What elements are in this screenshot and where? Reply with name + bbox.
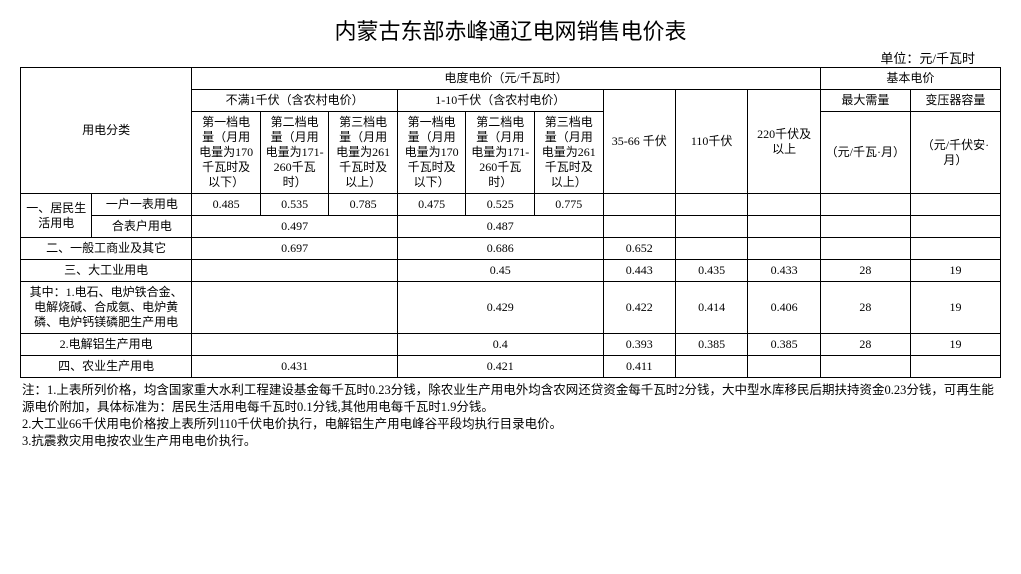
hdr-35-66kv: 35-66 千伏 [603,90,675,194]
row-agriculture: 四、农业生产用电 0.431 0.421 0.411 [21,356,1001,378]
cell [603,216,675,238]
cell: 0.421 [397,356,603,378]
cell: 0.45 [397,260,603,282]
hdr-energy-price: 电度电价（元/千瓦时） [192,68,821,90]
cell [192,260,398,282]
hdr-tier1-a: 第一档电量（月用电量为170千瓦时及以下） [192,112,261,194]
cell [910,216,1000,238]
row-res-single: 一、居民生活用电 一户一表用电 0.485 0.535 0.785 0.475 … [21,194,1001,216]
cell [910,238,1000,260]
hdr-tier3-a: 第三档电量（月用电量为261千瓦时及以上） [329,112,398,194]
cell-ind-label: 三、大工业用电 [21,260,192,282]
cell [675,194,747,216]
cell: 0.497 [192,216,398,238]
cell: 0.697 [192,238,398,260]
cell [675,238,747,260]
hdr-110kv: 110千伏 [675,90,747,194]
cell: 28 [820,282,910,334]
header-row-1: 用电分类 电度电价（元/千瓦时） 基本电价 [21,68,1001,90]
cell: 0.4 [397,334,603,356]
cell [748,216,820,238]
cell: 28 [820,260,910,282]
cell [748,356,820,378]
cell [192,282,398,334]
hdr-trans-cap: 变压器容量 [910,90,1000,112]
hdr-category: 用电分类 [21,68,192,194]
cell: 0.535 [260,194,329,216]
cell-res-group: 一、居民生活用电 [21,194,92,238]
unit-label: 单位：元/千瓦时 [20,48,975,67]
cell-agri-label: 四、农业生产用电 [21,356,192,378]
cell: 0.393 [603,334,675,356]
cell [192,334,398,356]
hdr-unit-cap: （元/千伏安·月） [910,112,1000,194]
cell [910,356,1000,378]
cell: 0.487 [397,216,603,238]
hdr-unit-demand: （元/千瓦·月） [820,112,910,194]
cell [675,356,747,378]
cell: 0.429 [397,282,603,334]
hdr-tier2-b: 第二档电量（月用电量为171-260千瓦时） [466,112,535,194]
cell [748,194,820,216]
hdr-max-demand: 最大需量 [820,90,910,112]
page-title: 内蒙古东部赤峰通辽电网销售电价表 [20,14,1001,46]
cell: 0.686 [397,238,603,260]
hdr-tier3-b: 第三档电量（月用电量为261千瓦时及以上） [534,112,603,194]
note-3: 3.抗震救灾用电按农业生产用电电价执行。 [22,433,999,450]
cell: 0.443 [603,260,675,282]
notes: 注：1.上表所列价格，均含国家重大水利工程建设基金每千瓦时0.23分钱，除农业生… [20,382,1001,450]
row-industrial-sub2: 2.电解铝生产用电 0.4 0.393 0.385 0.385 28 19 [21,334,1001,356]
hdr-220kv: 220千伏及以上 [748,90,820,194]
cell-ind-sub1: 其中：1.电石、电炉铁合金、电解烧碱、合成氨、电炉黄磷、电炉钙镁磷肥生产用电 [21,282,192,334]
row-industrial: 三、大工业用电 0.45 0.443 0.435 0.433 28 19 [21,260,1001,282]
cell: 0.652 [603,238,675,260]
cell [910,194,1000,216]
hdr-tier2-a: 第二档电量（月用电量为171-260千瓦时） [260,112,329,194]
cell: 0.385 [748,334,820,356]
row-industrial-sub1: 其中：1.电石、电炉铁合金、电解烧碱、合成氨、电炉黄磷、电炉钙镁磷肥生产用电 0… [21,282,1001,334]
cell: 0.525 [466,194,535,216]
cell [820,216,910,238]
cell: 19 [910,282,1000,334]
hdr-tier1-b: 第一档电量（月用电量为170千瓦时及以下） [397,112,466,194]
hdr-1-10kv: 1-10千伏（含农村电价） [397,90,603,112]
hdr-lt1kv: 不满1千伏（含农村电价） [192,90,398,112]
cell: 0.411 [603,356,675,378]
row-commercial: 二、一般工商业及其它 0.697 0.686 0.652 [21,238,1001,260]
cell: 0.433 [748,260,820,282]
cell: 0.431 [192,356,398,378]
price-table: 用电分类 电度电价（元/千瓦时） 基本电价 不满1千伏（含农村电价） 1-10千… [20,67,1001,378]
cell [820,356,910,378]
cell: 28 [820,334,910,356]
cell: 0.422 [603,282,675,334]
cell-res-single: 一户一表用电 [92,194,192,216]
cell-res-combined: 合表户用电 [92,216,192,238]
cell: 0.775 [534,194,603,216]
cell [603,194,675,216]
cell: 0.475 [397,194,466,216]
note-1: 注：1.上表所列价格，均含国家重大水利工程建设基金每千瓦时0.23分钱，除农业生… [22,382,999,416]
cell-comm-label: 二、一般工商业及其它 [21,238,192,260]
cell [820,194,910,216]
hdr-basic-price: 基本电价 [820,68,1000,90]
cell: 0.406 [748,282,820,334]
cell: 19 [910,334,1000,356]
row-res-combined: 合表户用电 0.497 0.487 [21,216,1001,238]
cell [820,238,910,260]
cell [748,238,820,260]
cell: 0.385 [675,334,747,356]
cell: 0.785 [329,194,398,216]
cell: 19 [910,260,1000,282]
cell: 0.435 [675,260,747,282]
cell-ind-sub2: 2.电解铝生产用电 [21,334,192,356]
note-2: 2.大工业66千伏用电价格按上表所列110千伏电价执行，电解铝生产用电峰谷平段均… [22,416,999,433]
cell: 0.485 [192,194,261,216]
cell: 0.414 [675,282,747,334]
cell [675,216,747,238]
